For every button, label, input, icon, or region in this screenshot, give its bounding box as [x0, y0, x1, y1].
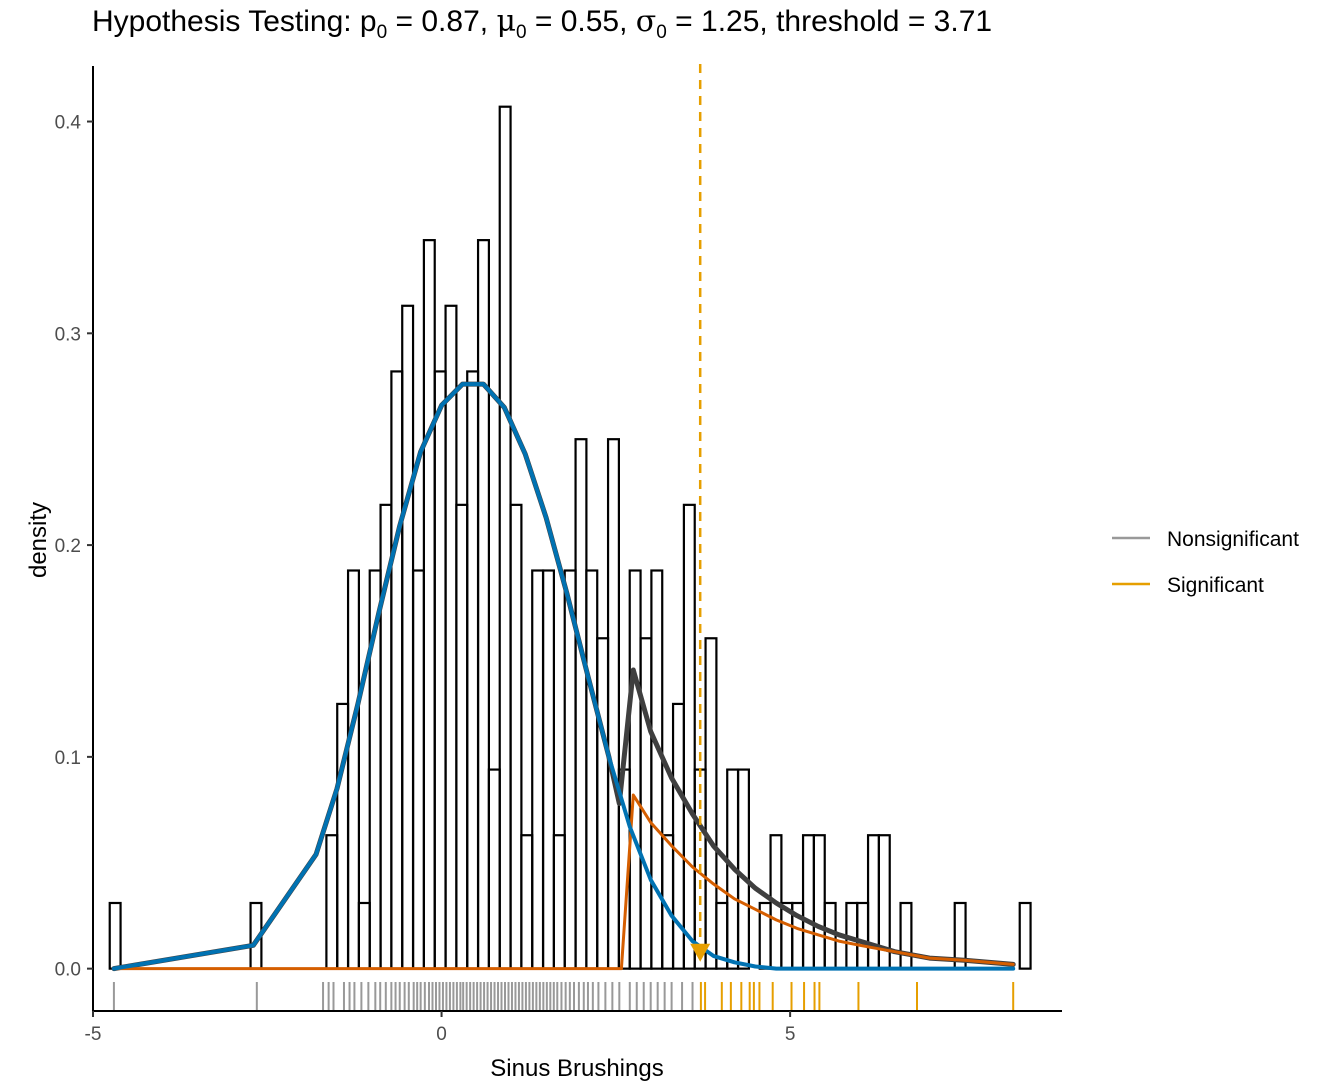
histogram-bar	[682, 503, 696, 970]
histogram-bar	[552, 834, 566, 970]
density-curve-2	[112, 793, 1015, 971]
histogram-bar	[466, 370, 480, 970]
histogram-bar	[357, 901, 371, 970]
y-tick-label: 0.0	[55, 960, 81, 981]
threshold-marker	[690, 64, 711, 962]
y-tick-label: 0.1	[55, 748, 81, 769]
y-tick-label: 0.3	[55, 324, 81, 345]
histogram-bar	[639, 637, 653, 970]
histogram-bar	[899, 901, 913, 970]
y-axis-title: density	[25, 502, 52, 578]
histogram-bar	[628, 569, 642, 970]
y-tick-label: 0.2	[55, 536, 81, 557]
density-curves	[111, 381, 1016, 972]
histogram-bar	[585, 569, 599, 970]
histogram-bar	[736, 768, 750, 970]
histogram-bar	[390, 370, 404, 970]
histogram-bar	[650, 569, 664, 970]
histogram-bar	[401, 304, 415, 970]
legend: Nonsignificant Significant	[1112, 528, 1299, 597]
histogram-bar	[509, 503, 523, 970]
histogram-bar	[325, 834, 339, 970]
histogram-bar	[422, 239, 436, 970]
histogram-bar	[704, 637, 718, 970]
histogram-bar	[856, 901, 870, 970]
density-curve-3	[111, 382, 1016, 971]
legend-label: Nonsignificant	[1167, 528, 1299, 551]
y-tick-label: 0.4	[55, 113, 82, 134]
histogram-bar	[476, 239, 490, 970]
histogram-bar	[444, 304, 458, 970]
histogram-bar	[498, 105, 512, 970]
histogram-bar	[531, 569, 545, 970]
histogram-bar	[1018, 901, 1032, 970]
histogram-bar	[411, 569, 425, 970]
histogram-bar	[346, 569, 360, 970]
histogram-bar	[433, 370, 447, 970]
histogram-bar	[574, 438, 588, 970]
histogram-bar	[455, 503, 469, 970]
x-tick-label: 0	[436, 1024, 447, 1045]
histogram-bar	[606, 438, 620, 970]
chart-title: Hypothesis Testing: p0 = 0.87, μ0 = 0.55…	[92, 4, 993, 43]
histogram-bar	[108, 901, 122, 970]
histogram-bar	[520, 834, 534, 970]
histogram-bar	[541, 569, 555, 970]
threshold-triangle	[690, 943, 711, 962]
histogram-bar	[487, 768, 501, 970]
histogram-bar	[596, 637, 610, 970]
axes: 0.0 0.1 0.2 0.3 0.4 -5 0 5	[55, 66, 1062, 1045]
histogram-bars	[108, 105, 1032, 970]
x-axis-title: Sinus Brushings	[490, 1055, 663, 1082]
x-tick-label: -5	[85, 1024, 102, 1045]
rug-marks	[112, 982, 1015, 1010]
histogram-bar	[812, 834, 826, 970]
x-tick-label: 5	[785, 1024, 796, 1045]
legend-label: Significant	[1167, 574, 1264, 597]
histogram-bar	[801, 834, 815, 970]
